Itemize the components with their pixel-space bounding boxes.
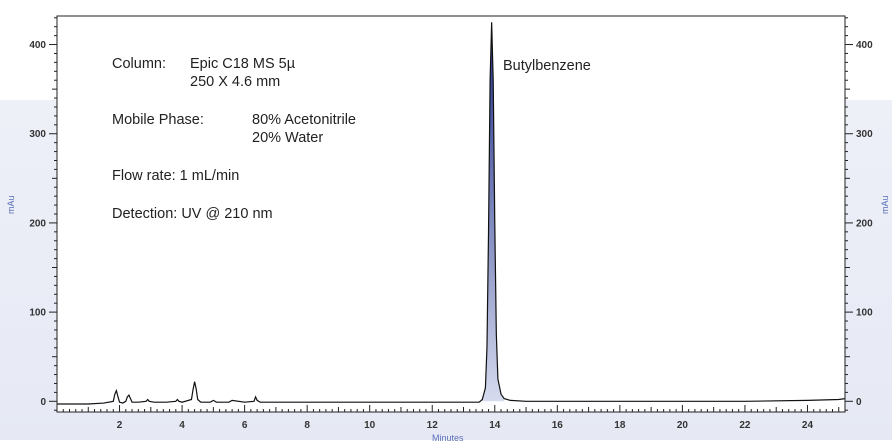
plot-area bbox=[57, 16, 845, 412]
x-tick-label: 20 bbox=[677, 420, 689, 431]
x-tick-label: 6 bbox=[242, 420, 248, 431]
x-tick-label: 12 bbox=[427, 420, 439, 431]
mobile-phase-line1: 80% Acetonitrile bbox=[252, 112, 356, 128]
peak-label-butylbenzene: Butylbenzene bbox=[503, 58, 591, 74]
x-tick-label: 10 bbox=[364, 420, 376, 431]
x-tick-label: 16 bbox=[552, 420, 564, 431]
column-spec-line1: Epic C18 MS 5µ bbox=[190, 56, 296, 72]
y-tick-label-right: 0 bbox=[856, 397, 862, 408]
y-tick-label-left: 400 bbox=[29, 40, 46, 51]
y-tick-label-left: 200 bbox=[29, 218, 46, 229]
y-tick-label-right: 200 bbox=[856, 218, 873, 229]
chromatogram-trace bbox=[57, 22, 846, 405]
x-tick-label: 4 bbox=[179, 420, 185, 431]
x-tick-label: 8 bbox=[304, 420, 310, 431]
y-tick-label-left: 300 bbox=[29, 129, 46, 140]
y-tick-label-left: 0 bbox=[40, 397, 46, 408]
mobile-phase-label: Mobile Phase: bbox=[112, 112, 204, 128]
x-tick-label: 22 bbox=[739, 420, 751, 431]
column-label: Column: bbox=[112, 56, 166, 72]
y-axis-title-right: mAu bbox=[880, 195, 890, 214]
x-tick-label: 24 bbox=[802, 420, 814, 431]
column-spec-line2: 250 X 4.6 mm bbox=[190, 74, 281, 90]
plot-frame bbox=[56, 15, 846, 413]
x-tick-label: 14 bbox=[489, 420, 501, 431]
flow-rate-text: Flow rate: 1 mL/min bbox=[112, 168, 240, 184]
x-axis-title: Minutes bbox=[432, 433, 464, 443]
y-tick-label-left: 100 bbox=[29, 308, 46, 319]
x-tick-label: 2 bbox=[117, 420, 123, 431]
y-tick-label-right: 400 bbox=[856, 40, 873, 51]
x-tick-label: 18 bbox=[614, 420, 626, 431]
y-tick-label-right: 100 bbox=[856, 308, 873, 319]
y-tick-label-right: 300 bbox=[856, 129, 873, 140]
y-axis-title-left: mAu bbox=[6, 195, 16, 214]
mobile-phase-line2: 20% Water bbox=[252, 130, 324, 146]
detection-text: Detection: UV @ 210 nm bbox=[112, 206, 273, 222]
